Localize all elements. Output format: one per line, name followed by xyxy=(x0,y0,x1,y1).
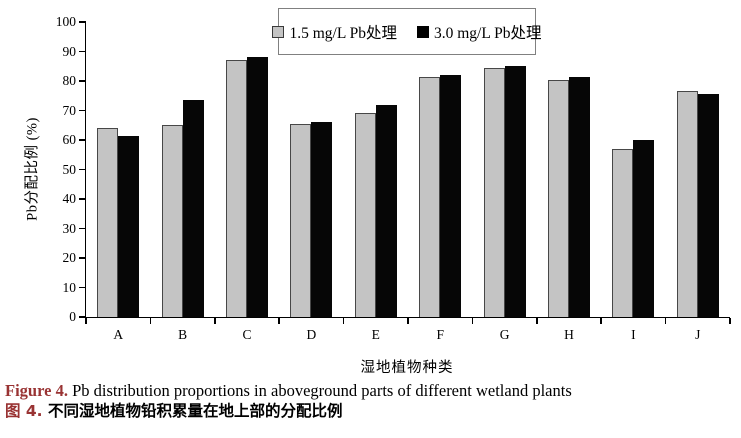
x-axis-tick xyxy=(278,318,280,324)
bar-H-series-1 xyxy=(568,76,590,317)
category-group-D xyxy=(279,122,343,317)
y-axis-tick-label: 0 xyxy=(69,309,76,324)
y-axis-tick xyxy=(79,198,86,200)
x-axis-category-label-J: J xyxy=(695,327,701,342)
category-group-C xyxy=(215,57,279,317)
y-axis-tick-label: 40 xyxy=(62,191,77,206)
caption-chinese: 图 4. 不同湿地植物铅积累量在地上部的分配比例 xyxy=(5,401,735,422)
x-axis-tick xyxy=(342,318,345,324)
y-axis-tick xyxy=(79,21,86,23)
y-axis-tick xyxy=(79,316,86,318)
category-group-F xyxy=(408,75,472,317)
y-axis-tick-label: 100 xyxy=(55,14,76,29)
bar-E-series-1 xyxy=(375,104,397,317)
bar-C-series-0 xyxy=(225,60,247,317)
y-axis-tick xyxy=(79,257,86,259)
x-axis-title: 湿地植物种类 xyxy=(360,360,454,376)
legend-label-series-0: 1.5 mg/L Pb处理 xyxy=(289,24,397,42)
bar-G-series-1 xyxy=(504,66,526,317)
legend-swatch-gray-icon xyxy=(272,25,285,38)
y-axis-tick xyxy=(79,227,86,230)
x-axis-category-label-E: E xyxy=(371,327,380,342)
bar-I-series-0 xyxy=(612,148,634,317)
x-axis-tick xyxy=(214,318,216,324)
category-group-G xyxy=(472,66,536,317)
x-axis-tick xyxy=(407,318,409,324)
bar-J-series-1 xyxy=(697,94,719,317)
y-axis-tick-label: 50 xyxy=(62,161,77,177)
y-axis-tick-label: 90 xyxy=(62,43,77,59)
x-axis-category-label-D: D xyxy=(306,327,317,342)
x-axis-category-label-G: G xyxy=(499,327,510,342)
y-axis-tick xyxy=(79,50,86,53)
legend-swatch-black-icon xyxy=(417,25,429,38)
x-axis-category-label-I: I xyxy=(631,327,636,342)
legend-item-series-0: 1.5 mg/L Pb处理 xyxy=(272,21,397,43)
x-axis-category-label-C: C xyxy=(242,327,252,342)
legend: 1.5 mg/L Pb处理 3.0 mg/L Pb处理 xyxy=(272,8,542,55)
bar-A-series-0 xyxy=(97,128,119,317)
caption-english: Figure 4. Pb distribution proportions in… xyxy=(5,380,735,401)
x-axis-category-label-A: A xyxy=(113,327,124,342)
bar-E-series-0 xyxy=(354,113,376,317)
x-axis-category-label-F: F xyxy=(436,327,444,342)
category-group-I xyxy=(601,140,665,317)
bar-A-series-1 xyxy=(118,135,140,317)
x-axis-tick xyxy=(664,318,667,324)
bar-B-series-1 xyxy=(182,100,204,317)
y-axis-tick xyxy=(79,286,86,289)
category-group-E xyxy=(344,104,408,317)
y-axis-tick xyxy=(79,80,86,82)
legend-label-series-1: 3.0 mg/L Pb处理 xyxy=(434,24,542,42)
caption-figure-label-zh: 图 4. xyxy=(5,402,43,420)
bar-I-series-1 xyxy=(633,140,655,317)
y-axis-tick xyxy=(79,139,86,141)
x-axis-tick xyxy=(85,318,87,324)
caption-text-zh: 不同湿地植物铅积累量在地上部的分配比例 xyxy=(42,402,343,420)
y-axis-tick-label: 60 xyxy=(62,132,77,147)
y-axis-tick-label: 70 xyxy=(62,102,77,118)
y-axis-tick-label: 20 xyxy=(62,250,77,265)
bar-J-series-0 xyxy=(676,91,698,317)
figure-caption: Figure 4. Pb distribution proportions in… xyxy=(5,380,735,422)
x-axis-tick xyxy=(536,318,538,324)
x-axis-tick xyxy=(729,318,731,324)
bar-D-series-0 xyxy=(290,123,312,317)
category-group-B xyxy=(150,100,214,317)
bar-F-series-1 xyxy=(440,75,462,317)
x-axis-tick xyxy=(149,318,152,324)
caption-figure-label-en: Figure 4. xyxy=(5,381,68,400)
y-axis-tick xyxy=(79,168,86,171)
legend-item-series-1: 3.0 mg/L Pb处理 xyxy=(417,21,542,43)
y-axis-tick-label: 10 xyxy=(62,279,77,295)
category-group-A xyxy=(86,128,150,317)
x-axis-category-label-B: B xyxy=(178,327,188,342)
plot-area: 0 10 20 30 40 50 60 70 80 90 100 A B C D E F G H I J xyxy=(56,14,731,342)
bar-F-series-0 xyxy=(419,76,441,317)
bar-B-series-0 xyxy=(161,125,183,317)
category-group-J xyxy=(666,91,730,317)
x-axis-category-label-H: H xyxy=(564,327,574,342)
x-axis-tick xyxy=(600,318,602,324)
y-axis-tick xyxy=(79,109,86,112)
bar-D-series-1 xyxy=(311,122,333,317)
bar-G-series-0 xyxy=(483,67,505,317)
y-axis-tick-label: 80 xyxy=(62,73,77,88)
bar-C-series-1 xyxy=(246,57,268,317)
category-group-H xyxy=(537,76,601,317)
caption-text-en: Pb distribution proportions in abovegrou… xyxy=(67,381,572,400)
bar-H-series-0 xyxy=(547,79,569,317)
x-axis-tick xyxy=(471,318,474,324)
y-axis-tick-label: 30 xyxy=(62,220,77,236)
